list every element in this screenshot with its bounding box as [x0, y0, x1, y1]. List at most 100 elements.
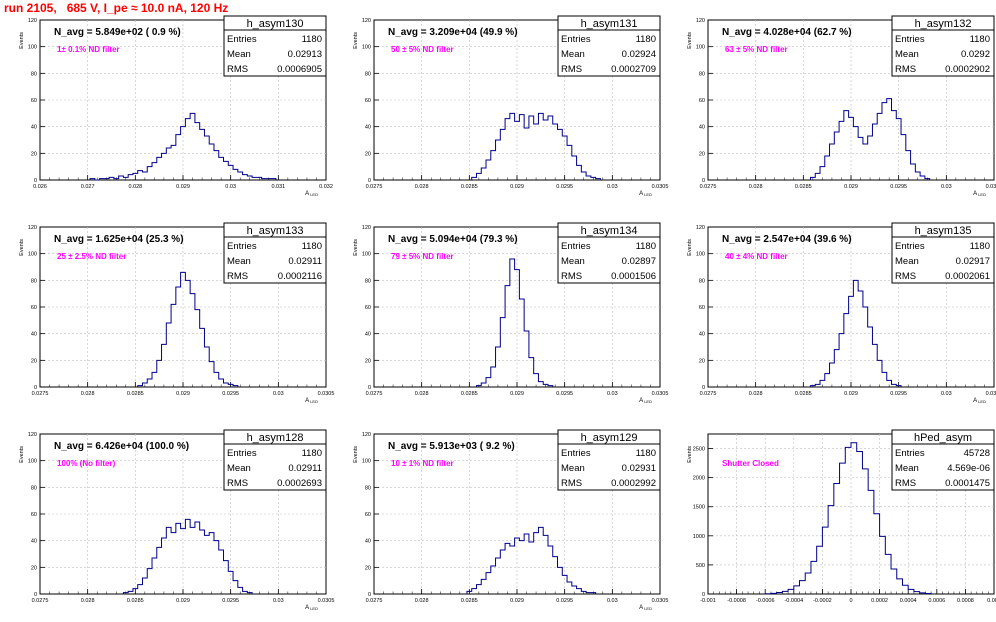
x-tick-label: 0.0004 — [900, 598, 917, 604]
y-tick-label: 20 — [699, 358, 705, 364]
histogram-series — [466, 526, 597, 594]
y-tick-label: 20 — [31, 151, 37, 157]
x-tick-label: 0.0285 — [795, 391, 812, 397]
n-avg-annotation: N_avg = 5.913e+03 ( 9.2 %) — [388, 441, 515, 452]
x-tick-label: 0.028 — [415, 598, 429, 604]
stats-value: 1180 — [302, 241, 322, 252]
histogram-panel-h_asym132: 0.0275 0.028 0.0285 0.029 0.0295 0.03 0.0305 0 2… — [687, 15, 996, 197]
x-tick-label: 0.03 — [941, 184, 952, 190]
x-tick-label: -0.0008 — [727, 598, 746, 604]
y-tick-label: 60 — [365, 98, 371, 104]
x-axis-title: A LED — [305, 398, 318, 404]
n-avg-annotation: N_avg = 4.028e+04 (62.7 %) — [722, 27, 852, 38]
stats-box — [223, 222, 327, 284]
histogram-name: h_asym128 — [247, 432, 304, 444]
stats-value: 0.0002992 — [611, 478, 656, 489]
histogram-series — [89, 112, 277, 181]
y-tick-label: 100 — [362, 252, 371, 258]
histogram-series — [137, 271, 239, 387]
stats-value: 0.0006905 — [277, 64, 322, 75]
histogram-name: h_asym135 — [915, 225, 972, 237]
y-tick-label: 100 — [696, 45, 705, 51]
y-tick-label: 80 — [31, 71, 37, 77]
stats-label: RMS — [895, 64, 916, 75]
x-tick-label: 0 — [849, 598, 852, 604]
stats-label: Mean — [895, 463, 919, 474]
stats-label: Mean — [227, 256, 251, 267]
x-tick-label: -0.001 — [700, 598, 716, 604]
stats-label: Entries — [227, 241, 257, 252]
page-title: run 2105, 685 V, I_pe ≈ 10.0 nA, 120 Hz — [4, 1, 229, 15]
y-tick-label: 1500 — [693, 505, 705, 511]
x-tick-label: 0.029 — [844, 391, 858, 397]
x-axis-title: A LED — [305, 605, 318, 611]
filter-label: 100% (No filter) — [57, 459, 116, 468]
x-tick-label: 0.0295 — [556, 184, 573, 190]
y-tick-label: 20 — [699, 151, 705, 157]
x-tick-label: 0.029 — [510, 184, 524, 190]
stats-label: RMS — [895, 478, 916, 489]
x-axis-title: A LED — [639, 398, 652, 404]
x-tick-label: 0.0275 — [366, 391, 383, 397]
y-tick-label: 0 — [34, 178, 37, 184]
x-tick-label: 0.0305 — [652, 391, 669, 397]
y-tick-label: 100 — [28, 252, 37, 258]
x-tick-label: 0.031 — [271, 184, 285, 190]
stats-label: Entries — [561, 241, 591, 252]
y-tick-label: 500 — [696, 563, 705, 569]
stats-value: 1180 — [970, 241, 990, 252]
stats-label: RMS — [561, 64, 582, 75]
y-tick-label: 40 — [365, 125, 371, 131]
y-tick-label: 100 — [696, 252, 705, 258]
y-tick-label: 80 — [699, 71, 705, 77]
x-tick-label: 0.0295 — [222, 598, 239, 604]
x-tick-label: 0.03 — [225, 184, 236, 190]
stats-label: RMS — [227, 64, 248, 75]
histogram-name: hPed_asym — [914, 432, 972, 444]
x-tick-label: 0.03 — [273, 391, 284, 397]
histogram-series — [764, 442, 932, 595]
histogram-name: h_asym129 — [581, 432, 638, 444]
stats-value: 1180 — [302, 448, 322, 459]
histogram-panel-h_asym129: 0.0275 0.028 0.0285 0.029 0.0295 0.03 0.0305 0 2… — [353, 429, 668, 611]
stats-value: 0.0002116 — [278, 271, 322, 282]
y-tick-label: 80 — [31, 485, 37, 491]
stats-value: 0.02913 — [288, 49, 322, 60]
x-tick-label: 0.03 — [941, 391, 952, 397]
y-tick-label: 40 — [31, 332, 37, 338]
y-tick-label: 40 — [365, 332, 371, 338]
y-tick-label: 80 — [365, 485, 371, 491]
y-tick-label: 2000 — [693, 476, 705, 482]
filter-label: 25 ± 2.5% ND filter — [57, 252, 126, 261]
y-tick-label: 80 — [365, 71, 371, 77]
y-tick-label: 0 — [368, 178, 371, 184]
stats-label: Mean — [227, 49, 251, 60]
x-tick-label: 0.032 — [319, 184, 333, 190]
stats-box — [223, 15, 327, 77]
histogram-panel-h_asym133: 0.0275 0.028 0.0285 0.029 0.0295 0.03 0.0305 0 2… — [19, 222, 334, 404]
x-tick-label: 0.029 — [176, 598, 190, 604]
y-tick-label: 120 — [362, 432, 371, 438]
x-tick-label: 0.029 — [176, 391, 190, 397]
filter-label: 40 ± 4% ND filter — [725, 252, 788, 261]
filter-label: 50 ± 5% ND filter — [391, 45, 454, 54]
stats-label: RMS — [227, 478, 248, 489]
x-tick-label: -0.0006 — [756, 598, 775, 604]
x-tick-label: 0.03 — [607, 391, 618, 397]
filter-label: Shutter Closed — [722, 459, 779, 468]
histogram-panel-h_asym130: 0.026 0.027 0.028 0.029 0.03 0.031 0.032 0 20 40 6… — [19, 15, 333, 197]
x-tick-label: 0.0285 — [127, 598, 144, 604]
stats-value: 1180 — [636, 241, 656, 252]
x-axis-title: A LED — [639, 191, 652, 197]
x-tick-label: 0.0305 — [652, 184, 669, 190]
y-tick-label: 100 — [28, 45, 37, 51]
x-tick-label: 0.028 — [415, 391, 429, 397]
y-tick-label: 20 — [365, 358, 371, 364]
stats-value: 0.0002061 — [945, 271, 990, 282]
x-tick-label: 0.028 — [749, 184, 763, 190]
stats-label: Entries — [227, 34, 257, 45]
x-tick-label: 0.028 — [128, 184, 142, 190]
y-tick-label: 120 — [362, 18, 371, 24]
y-tick-label: 20 — [365, 565, 371, 571]
stats-label: Entries — [561, 34, 591, 45]
